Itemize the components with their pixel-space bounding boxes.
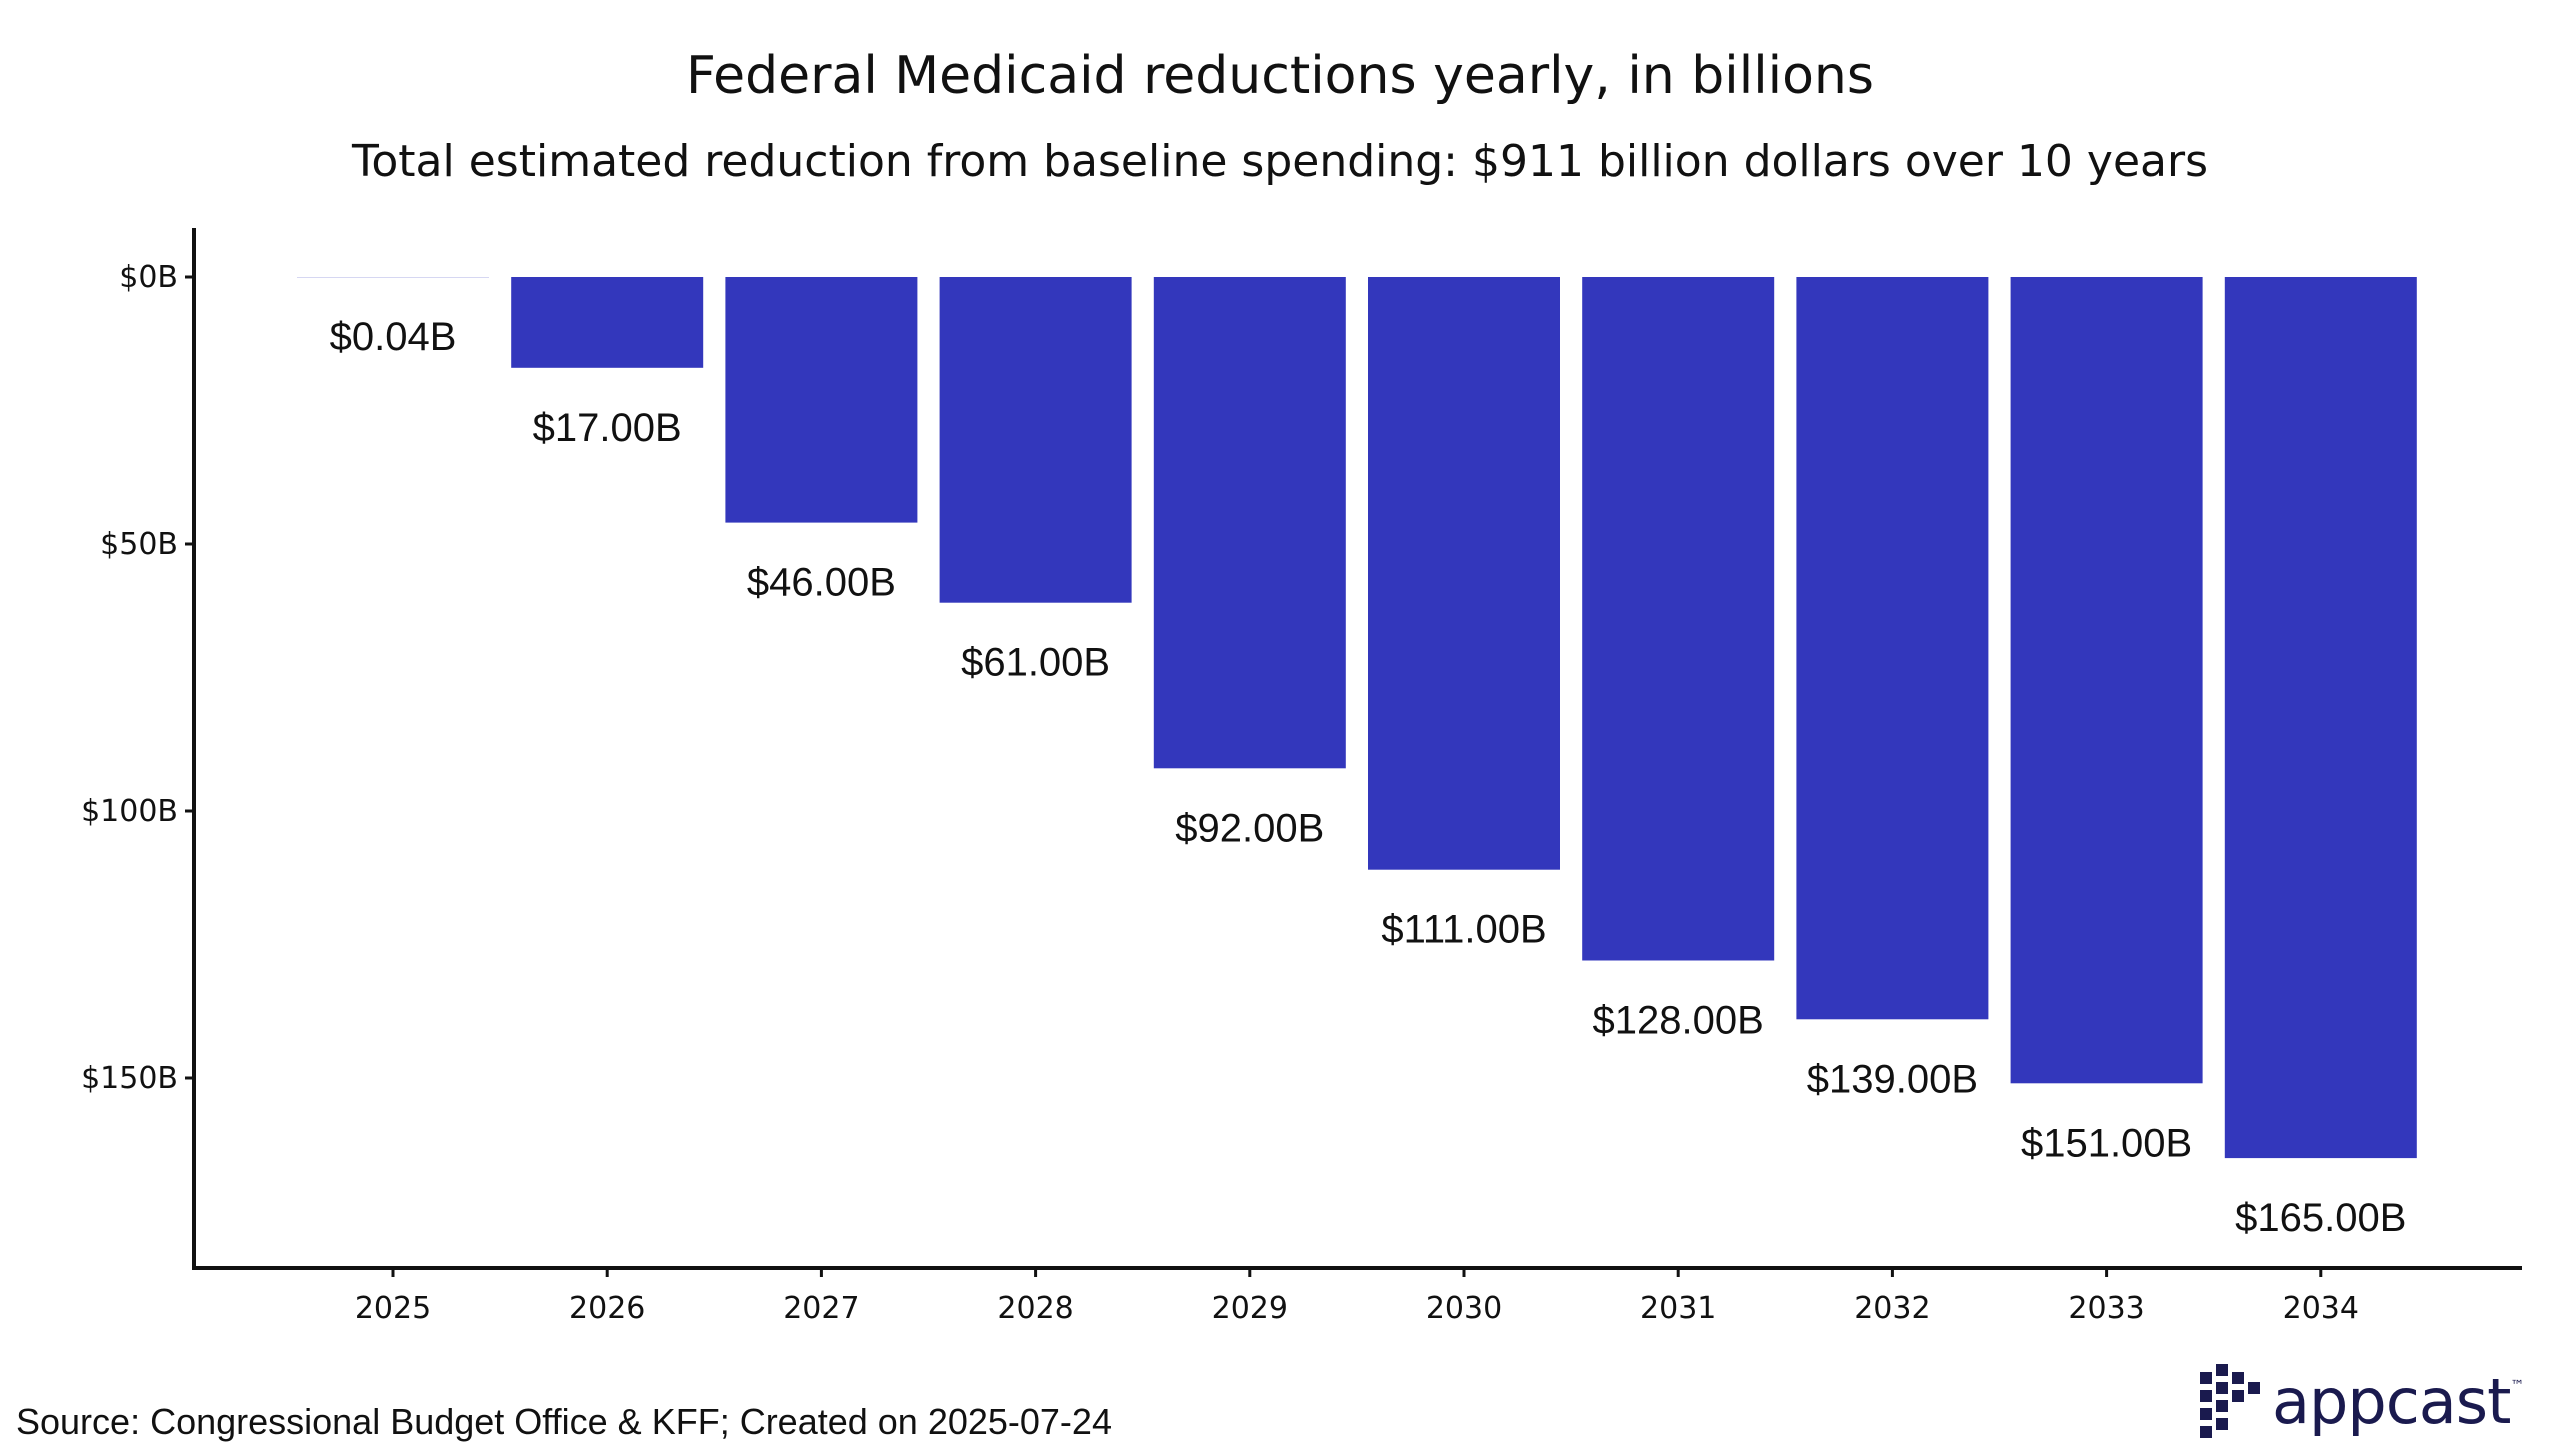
x-tick-label-2028: 2028	[997, 1291, 1073, 1326]
x-tick-label-2027: 2027	[783, 1291, 859, 1326]
chart-title: Federal Medicaid reductions yearly, in b…	[686, 46, 1874, 106]
appcast-logo-mark-icon	[2200, 1364, 2260, 1438]
bars-layer	[297, 277, 2417, 1159]
y-tick-label-50: $50B	[100, 527, 178, 562]
x-tick-label-2029: 2029	[1212, 1291, 1288, 1326]
bar-2029	[1153, 277, 1346, 769]
data-label-2028: $61.00B	[961, 641, 1110, 685]
y-tick-label-0: $0B	[119, 260, 178, 295]
brand-name: appcast	[2272, 1365, 2511, 1438]
data-label-2030: $111.00B	[1381, 908, 1546, 952]
data-label-2033: $151.00B	[2021, 1121, 2192, 1165]
appcast-logo: appcast ™	[2200, 1362, 2524, 1442]
data-label-2029: $92.00B	[1175, 806, 1324, 850]
data-labels-layer: $0.04B $17.00B $46.00B $61.00B $92.00B $111.0…	[330, 315, 2407, 1240]
bar-2031	[1582, 277, 1775, 961]
bar-2026	[511, 277, 704, 368]
x-tick-label-2030: 2030	[1426, 1291, 1502, 1326]
data-label-2031: $128.00B	[1593, 999, 1764, 1043]
source-note: Source: Congressional Budget Office & KF…	[16, 1401, 1112, 1442]
x-tick-label-2031: 2031	[1640, 1291, 1716, 1326]
data-label-2027: $46.00B	[747, 561, 896, 605]
y-tick-label-150: $150B	[81, 1061, 178, 1096]
bar-2033	[2010, 277, 2203, 1084]
x-tick-label-2032: 2032	[1854, 1291, 1930, 1326]
x-tick-label-2033: 2033	[2068, 1291, 2144, 1326]
data-label-2034: $165.00B	[2235, 1196, 2406, 1240]
data-label-2025: $0.04B	[330, 315, 457, 359]
bar-2030	[1368, 277, 1560, 870]
bar-2034	[2224, 277, 2417, 1159]
y-tick-label-100: $100B	[81, 794, 178, 829]
x-tick-label-2025: 2025	[355, 1291, 431, 1326]
bar-2028	[939, 277, 1132, 603]
x-tick-label-2026: 2026	[569, 1291, 645, 1326]
chart-subtitle: Total estimated reduction from baseline …	[351, 136, 2208, 187]
x-tick-label-2034: 2034	[2283, 1291, 2359, 1326]
data-label-2026: $17.00B	[533, 406, 682, 450]
bar-2032	[1796, 277, 1989, 1020]
brand-trademark: ™	[2510, 1378, 2525, 1394]
data-label-2032: $139.00B	[1807, 1057, 1978, 1101]
axes-layer: 2025 2026 2027 2028 2029 2030 2031 2032 2033 2034…	[81, 228, 2522, 1326]
bar-2027	[725, 277, 918, 523]
